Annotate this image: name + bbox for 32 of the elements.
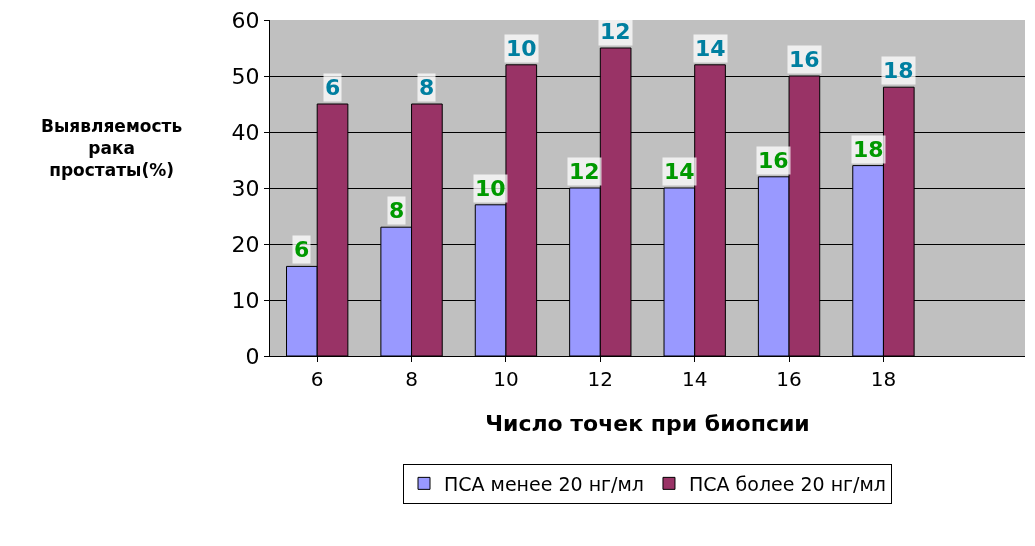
annotation: 14 xyxy=(664,159,695,184)
legend-label: ПСА менее 20 нг/мл xyxy=(444,472,644,495)
x-tick-label: 10 xyxy=(493,367,519,391)
y-tick-label: 40 xyxy=(231,119,260,145)
x-tick-label: 6 xyxy=(310,367,324,391)
x-axis-title: Число точек при биопсии xyxy=(485,410,810,436)
annotation: 16 xyxy=(758,148,789,173)
annotation: 10 xyxy=(475,176,506,201)
annotation: 12 xyxy=(569,159,600,184)
x-tick-label: 16 xyxy=(776,367,802,391)
x-tick-label: 12 xyxy=(587,367,614,391)
annotation: 16 xyxy=(789,47,820,72)
x-tick-label: 14 xyxy=(681,367,708,391)
annotation: 6 xyxy=(325,75,341,100)
legend-label: ПСА более 20 нг/мл xyxy=(688,472,886,495)
x-tick-label: 8 xyxy=(405,367,418,391)
annotation: 10 xyxy=(506,36,537,61)
annotation: 14 xyxy=(695,36,726,61)
annotation: 6 xyxy=(294,237,310,262)
y-tick-label: 60 xyxy=(231,7,260,33)
annotation: 12 xyxy=(600,19,631,44)
x-tick-label: 18 xyxy=(870,367,897,391)
y-tick-label: 50 xyxy=(231,63,260,89)
annotation: 18 xyxy=(853,137,884,162)
y-tick-label: 20 xyxy=(231,231,260,257)
annotation: 8 xyxy=(419,75,435,100)
annotation: 8 xyxy=(389,198,405,223)
text: Выявляемость рака простаты(%) xyxy=(41,116,183,181)
annotation: 18 xyxy=(883,58,914,83)
y-tick-label: 10 xyxy=(231,287,260,313)
y-tick-label: 0 xyxy=(245,343,260,369)
y-tick-label: 30 xyxy=(231,175,260,201)
